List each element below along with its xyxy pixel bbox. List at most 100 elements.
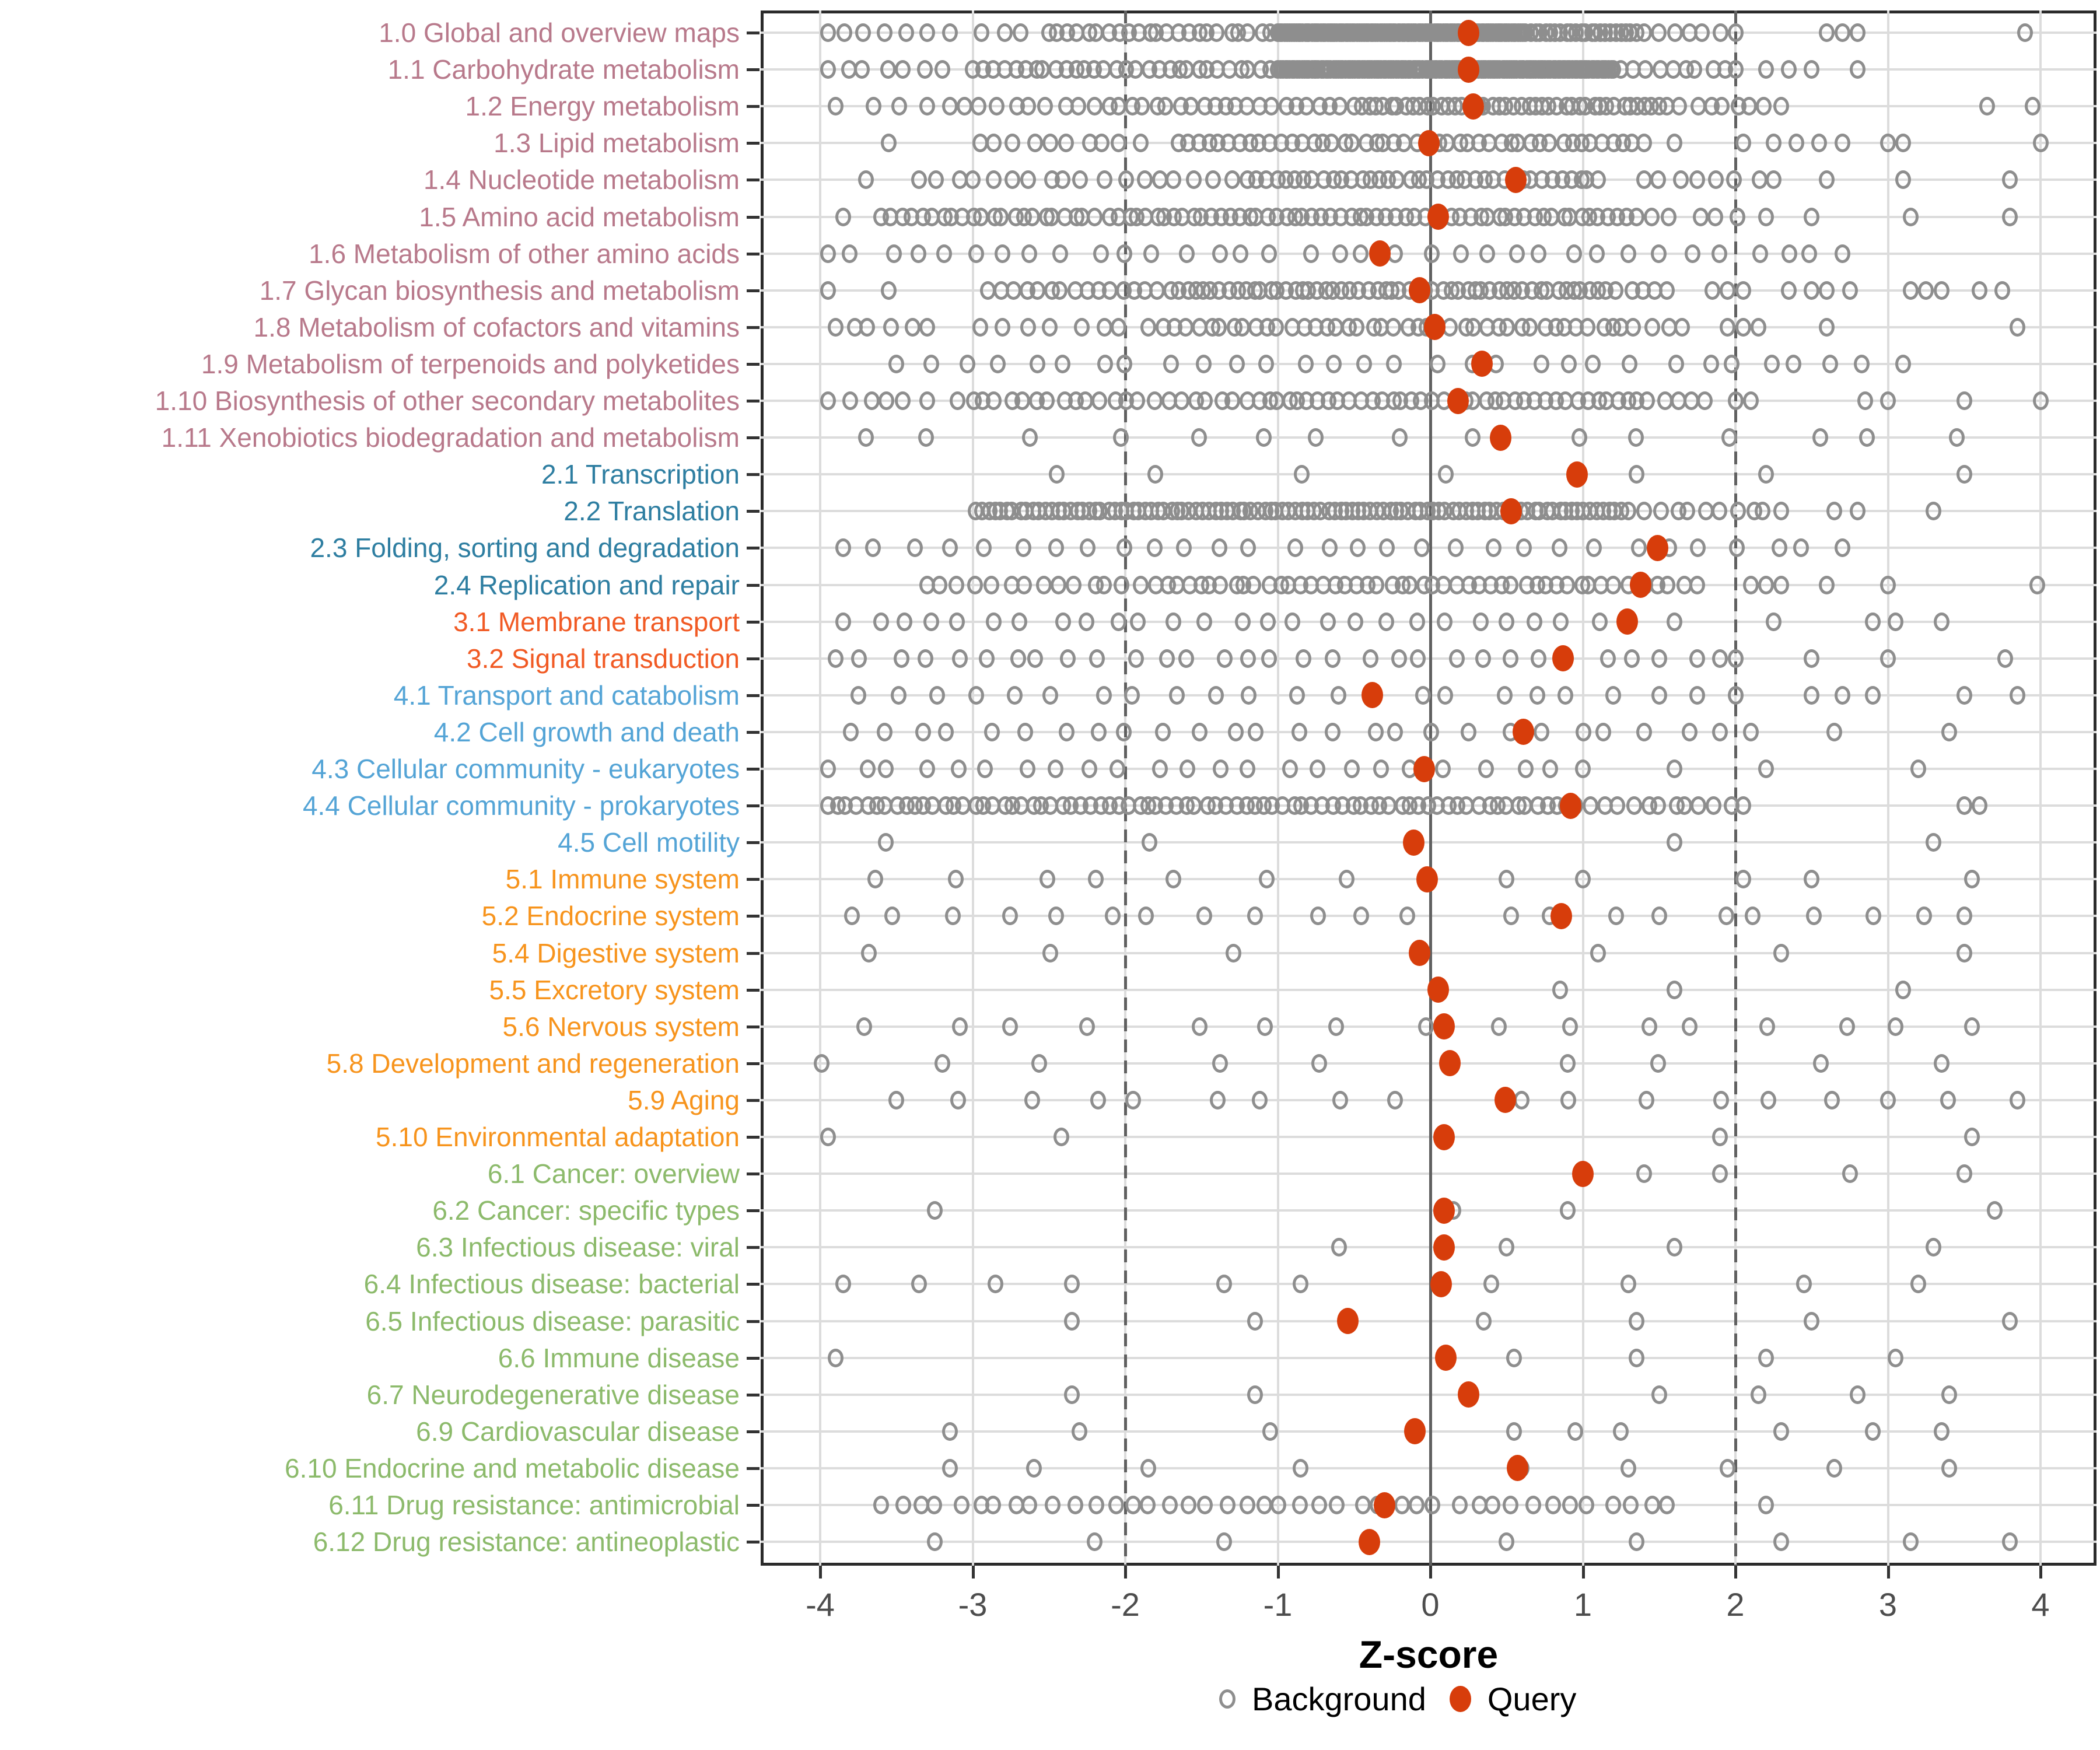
background-point: [1926, 1238, 1942, 1257]
background-point: [1971, 281, 1987, 300]
background-point: [1491, 1017, 1507, 1036]
background-point: [1309, 760, 1325, 778]
background-point: [1758, 1348, 1774, 1367]
query-point: [1433, 1234, 1455, 1261]
background-point: [1050, 575, 1066, 594]
background-point: [1097, 354, 1114, 373]
query-point: [1433, 1197, 1455, 1224]
background-point: [1264, 97, 1280, 116]
background-point: [1091, 391, 1107, 410]
background-point: [1964, 1017, 1980, 1036]
background-point: [893, 649, 909, 668]
background-point: [1125, 1090, 1142, 1110]
y-axis-label: 1.10 Biosynthesis of other secondary met…: [155, 386, 740, 416]
y-tick-mark: [747, 400, 760, 402]
background-point: [1826, 1458, 1843, 1478]
background-point: [1332, 97, 1348, 116]
y-gridline: [761, 436, 2096, 439]
background-point: [949, 612, 965, 631]
background-point: [1578, 1496, 1594, 1514]
background-point: [1609, 796, 1626, 816]
background-point: [1152, 760, 1168, 778]
background-point: [866, 97, 882, 116]
background-point: [1257, 1017, 1273, 1036]
background-point: [1849, 502, 1866, 521]
query-point: [1506, 1455, 1528, 1482]
background-point: [858, 428, 874, 447]
background-point: [1933, 1422, 1950, 1441]
background-point: [1583, 796, 1599, 816]
background-point: [1804, 60, 1820, 79]
background-point: [1352, 244, 1368, 263]
query-point: [1416, 866, 1438, 892]
background-point: [1452, 1496, 1468, 1514]
y-tick-mark: [747, 1320, 760, 1323]
background-point: [918, 428, 935, 447]
background-point: [1196, 354, 1212, 373]
background-point: [1503, 907, 1520, 926]
background-point: [851, 649, 867, 668]
background-point: [1628, 1348, 1644, 1367]
background-point: [842, 722, 859, 741]
background-point: [1559, 1054, 1576, 1073]
background-point: [1270, 1496, 1286, 1514]
y-tick-mark: [747, 1504, 760, 1507]
background-point: [1859, 428, 1875, 447]
background-point: [1849, 23, 1866, 42]
background-point: [888, 1090, 905, 1110]
y-tick-mark: [747, 510, 760, 513]
background-point: [1585, 354, 1601, 373]
background-point: [1502, 649, 1518, 668]
background-point: [1888, 612, 1904, 631]
background-point: [1956, 1164, 1972, 1184]
y-axis-label: 1.1 Carbohydrate metabolism: [387, 54, 740, 85]
background-point: [888, 354, 905, 373]
background-point: [1650, 1054, 1667, 1073]
background-point: [1842, 1164, 1858, 1184]
background-point: [1114, 575, 1130, 594]
background-point: [1880, 575, 1896, 594]
background-point: [1027, 134, 1044, 153]
background-point: [842, 391, 858, 410]
background-point: [1078, 612, 1094, 631]
y-tick-mark: [747, 1209, 760, 1213]
background-point: [1224, 391, 1240, 410]
background-point: [1473, 612, 1489, 631]
y-axis-label: 1.7 Glycan biosynthesis and metabolism: [259, 275, 740, 306]
background-point: [1059, 722, 1075, 741]
y-axis-label: 5.8 Development and regeneration: [326, 1048, 740, 1079]
background-point: [1712, 244, 1728, 263]
background-point: [1258, 354, 1274, 373]
background-point: [1671, 97, 1687, 116]
background-point: [1666, 1238, 1682, 1257]
plot-panel: [761, 10, 2096, 1566]
background-point: [919, 317, 935, 337]
background-point: [1054, 170, 1070, 190]
background-point: [1813, 1054, 1829, 1073]
background-point: [1541, 134, 1557, 153]
background-point: [1191, 722, 1208, 741]
background-point: [1289, 685, 1305, 705]
background-point: [1024, 1090, 1041, 1110]
background-point: [873, 1496, 890, 1514]
background-point: [854, 60, 870, 79]
background-point: [1590, 170, 1606, 190]
background-point: [827, 1348, 844, 1367]
background-point: [1252, 1090, 1268, 1110]
background-point: [1011, 612, 1027, 631]
background-point: [1129, 612, 1146, 631]
background-point: [855, 23, 871, 42]
background-point: [1758, 1496, 1774, 1514]
background-point: [1042, 134, 1059, 153]
background-point: [1626, 796, 1642, 816]
background-point: [1247, 907, 1263, 926]
background-point: [1620, 502, 1637, 521]
background-point: [878, 391, 894, 410]
background-point: [1895, 170, 1912, 190]
background-point: [1620, 1458, 1637, 1478]
background-point: [1089, 649, 1105, 668]
background-point: [1812, 428, 1828, 447]
query-point: [1552, 645, 1574, 672]
background-point: [1498, 612, 1514, 631]
query-point: [1500, 498, 1522, 524]
